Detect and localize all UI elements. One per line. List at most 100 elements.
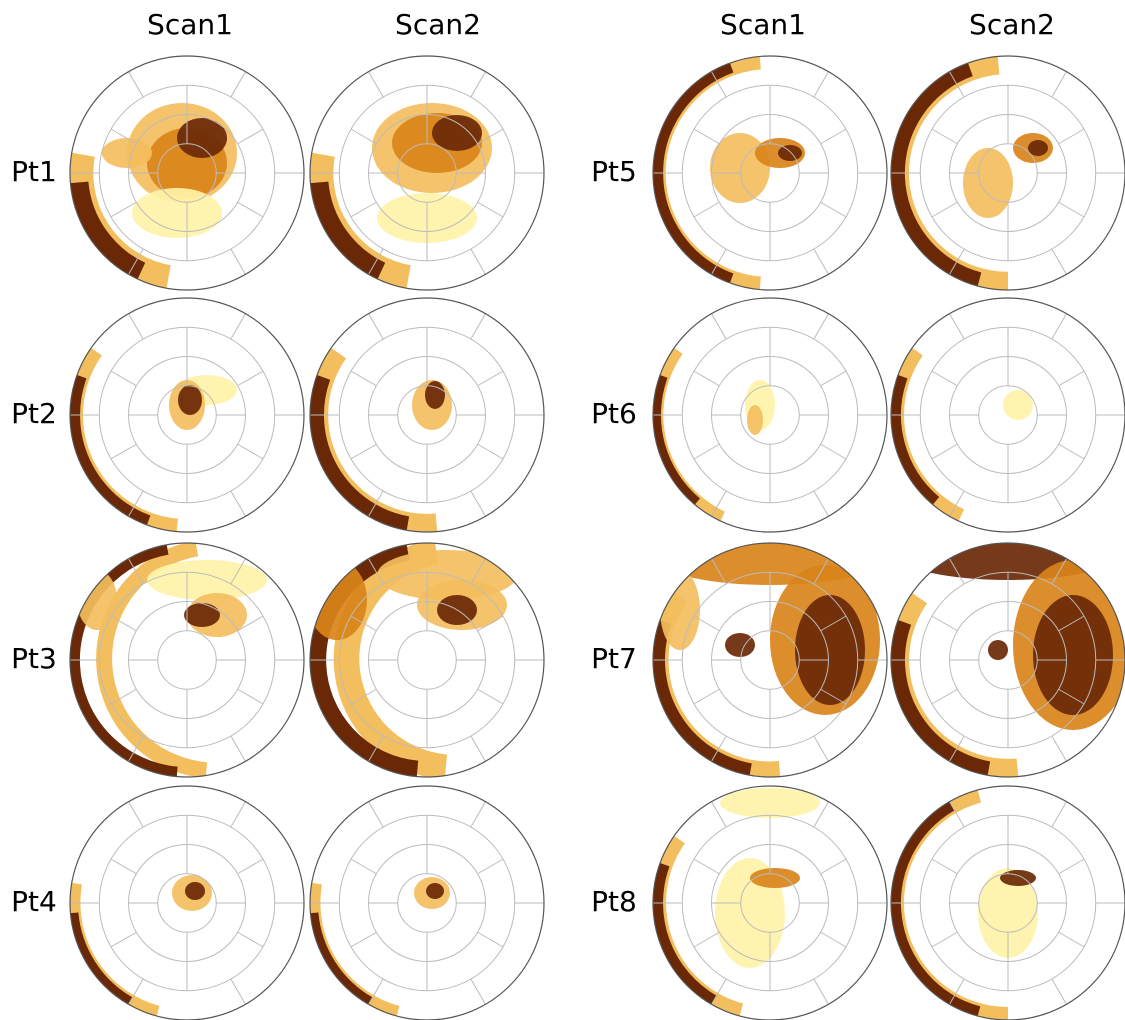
edge-crescent — [70, 181, 146, 280]
uptake-blob — [77, 570, 117, 630]
edge-crescent — [70, 374, 151, 525]
spoke — [820, 931, 847, 948]
bullseye-panel — [70, 103, 237, 290]
spoke — [711, 313, 727, 340]
spoke — [820, 370, 847, 387]
spoke — [128, 558, 144, 585]
spoke — [1058, 858, 1085, 875]
edge-crescent — [70, 544, 178, 777]
spoke — [230, 735, 246, 762]
spoke — [820, 128, 847, 145]
uptake-blob — [710, 133, 770, 203]
outer-ring — [652, 55, 888, 291]
bullseye-panel — [70, 875, 212, 1019]
spoke — [350, 128, 377, 145]
edge-glow — [891, 590, 1019, 777]
spoke — [237, 931, 264, 948]
bullseye-panel — [891, 543, 1125, 777]
spoke — [711, 735, 727, 762]
spoke — [350, 931, 377, 948]
spoke — [693, 688, 720, 705]
spoke — [1058, 615, 1085, 632]
edge-crescent — [891, 63, 982, 287]
spoke — [1058, 128, 1085, 145]
spoke — [230, 558, 246, 585]
spoke — [470, 71, 486, 98]
spoke — [931, 370, 958, 387]
column-header: Scan1 — [720, 8, 806, 41]
uptake-blob — [660, 570, 700, 650]
spoke — [477, 201, 504, 218]
spoke — [368, 801, 384, 828]
spoke — [110, 370, 137, 387]
ring — [157, 630, 217, 690]
spoke — [820, 858, 847, 875]
spoke — [470, 558, 486, 585]
edge-crescent — [653, 619, 752, 776]
spoke — [949, 490, 965, 517]
uptake-blob — [1000, 870, 1036, 886]
uptake-blob — [147, 560, 267, 600]
edge-crescent — [891, 620, 991, 776]
spoke — [128, 801, 144, 828]
spoke — [128, 490, 144, 517]
row-label: Pt1 — [11, 155, 57, 188]
outer-ring — [309, 55, 545, 291]
spoke — [477, 688, 504, 705]
spoke — [693, 931, 720, 948]
spoke — [477, 370, 504, 387]
spoke — [813, 313, 829, 340]
spoke — [949, 248, 965, 275]
spoke — [693, 858, 720, 875]
edge-crescent — [70, 912, 133, 1005]
outer-ring — [890, 297, 1125, 533]
spoke — [237, 688, 264, 705]
spoke — [477, 931, 504, 948]
spoke — [470, 313, 486, 340]
uptake-blob — [963, 148, 1013, 218]
outer-ring — [69, 55, 305, 291]
spoke — [110, 443, 137, 460]
spoke — [477, 443, 504, 460]
spoke — [711, 558, 727, 585]
bullseye-panel — [310, 103, 492, 290]
spoke — [693, 370, 720, 387]
uptake-blob — [1033, 595, 1113, 715]
uptake-blob — [432, 115, 482, 151]
spoke — [1051, 313, 1067, 340]
edge-crescent — [310, 912, 373, 1005]
uptake-blob — [184, 603, 220, 627]
outer-ring — [890, 542, 1125, 778]
uptake-blob — [778, 145, 802, 161]
outer-ring — [890, 55, 1125, 291]
column-header: Scan1 — [147, 8, 233, 41]
spoke — [128, 248, 144, 275]
spoke — [230, 978, 246, 1005]
bullseye-panel — [70, 346, 237, 532]
outer-ring — [652, 297, 888, 533]
spoke — [931, 858, 958, 875]
row-label: Pt5 — [591, 155, 637, 188]
spoke — [350, 443, 377, 460]
spoke — [813, 978, 829, 1005]
outer-ring — [309, 542, 545, 778]
row-label: Pt6 — [591, 397, 637, 430]
spoke — [949, 71, 965, 98]
spoke — [350, 370, 377, 387]
spoke — [230, 490, 246, 517]
spoke — [1058, 443, 1085, 460]
edge-glow — [70, 346, 178, 532]
spoke — [711, 71, 727, 98]
uptake-blob — [185, 882, 205, 900]
spoke — [368, 71, 384, 98]
bullseye-panel — [310, 345, 452, 532]
spoke — [1058, 931, 1085, 948]
spoke — [350, 858, 377, 875]
spoke — [110, 931, 137, 948]
spoke — [711, 801, 727, 828]
spoke — [1051, 978, 1067, 1005]
spoke — [230, 801, 246, 828]
spoke — [931, 201, 958, 218]
spoke — [368, 313, 384, 340]
row-label: Pt4 — [11, 885, 57, 918]
